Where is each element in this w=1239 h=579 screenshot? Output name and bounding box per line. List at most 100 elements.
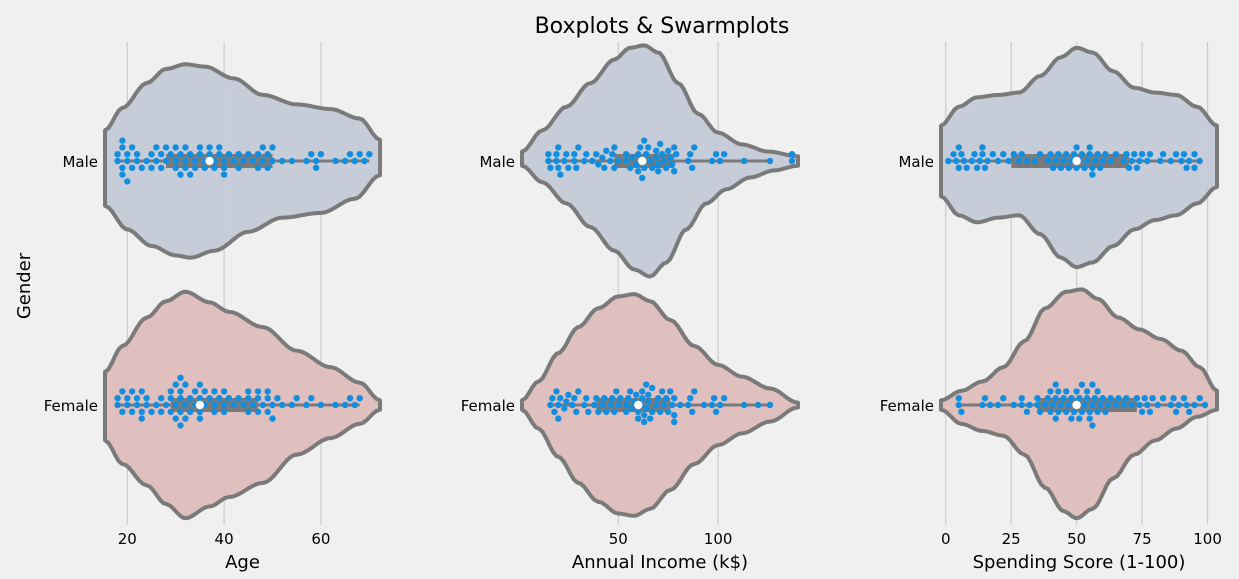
swarm-point-female-1-78: [346, 395, 354, 402]
swarm-point-female-2-10: [569, 401, 576, 409]
swarm-point-female-1-74: [308, 395, 315, 402]
box-female-2: [596, 398, 671, 412]
swarm-point-female-2-52: [657, 408, 664, 415]
swarm-point-female-3-64: [1141, 395, 1148, 402]
swarm-point-male-2-63: [712, 151, 720, 158]
swarm-point-male-2-59: [687, 151, 694, 158]
swarm-point-female-3-68: [1154, 401, 1162, 409]
swarm-point-male-2-1: [545, 151, 552, 158]
swarm-point-male-2-3: [553, 157, 560, 165]
x-axis-label-2: Annual Income (k$): [572, 552, 748, 573]
swarm-point-male-2-46: [655, 161, 662, 168]
x-tick-label-1-0: 20: [118, 530, 137, 548]
swarm-point-male-2-16: [583, 151, 590, 158]
swarm-point-male-3-40: [1078, 151, 1086, 158]
swarm-point-female-2-12: [573, 408, 580, 415]
swarm-point-male-3-44: [1086, 144, 1093, 151]
swarm-point-male-1-67: [308, 151, 315, 158]
swarm-point-female-2-9: [565, 391, 572, 398]
swarm-point-female-2-2: [551, 408, 558, 415]
swarm-point-male-3-34: [1065, 164, 1073, 171]
swarm-point-female-3-28: [1063, 408, 1070, 415]
y-tick-label-female-2: Female: [461, 397, 515, 415]
x-tick-label-3-2: 50: [1067, 530, 1086, 548]
swarm-point-female-1-32: [182, 415, 189, 422]
swarm-point-male-3-5: [958, 151, 965, 158]
swarm-point-female-3-7: [1000, 395, 1007, 402]
swarm-point-male-1-18: [153, 144, 160, 151]
swarm-point-female-1-29: [177, 422, 184, 429]
swarm-point-male-1-48: [220, 171, 228, 178]
swarm-point-female-2-6: [557, 395, 564, 402]
swarm-point-male-1-43: [211, 164, 218, 171]
swarm-point-female-1-21: [167, 408, 174, 415]
swarm-point-female-2-28: [617, 395, 624, 402]
swarm-point-female-3-41: [1083, 395, 1091, 402]
swarm-point-female-1-60: [254, 395, 262, 402]
swarm-point-female-2-42: [641, 418, 648, 426]
swarm-point-female-2-11: [571, 395, 578, 402]
swarm-point-male-3-68: [1178, 157, 1185, 165]
swarm-point-female-3-13: [1034, 401, 1041, 409]
swarm-point-male-1-71: [332, 157, 339, 165]
x-tick-label-2-1: 100: [704, 530, 733, 548]
swarm-point-female-3-35: [1073, 388, 1080, 395]
swarm-point-female-1-17: [158, 395, 165, 402]
swarm-point-male-2-56: [671, 144, 678, 151]
swarm-point-female-1-41: [196, 381, 204, 388]
swarm-point-male-2-24: [609, 151, 616, 158]
y-tick-label-male-3: Male: [898, 153, 934, 171]
swarm-point-female-1-67: [269, 401, 276, 409]
swarm-point-male-1-29: [182, 157, 189, 165]
swarm-point-female-2-7: [561, 405, 568, 412]
swarm-point-male-3-26: [1044, 157, 1052, 165]
swarm-point-male-2-8: [561, 157, 568, 165]
swarm-point-female-2-64: [687, 395, 694, 402]
swarm-point-female-1-79: [351, 401, 358, 409]
swarm-point-female-3-56: [1112, 401, 1120, 409]
swarm-point-male-3-51: [1102, 151, 1109, 158]
swarm-point-male-2-17: [589, 157, 596, 165]
swarm-point-female-2-3: [553, 388, 560, 395]
swarm-point-female-2-8: [563, 398, 570, 405]
swarm-point-female-3-40: [1081, 401, 1088, 409]
swarm-point-female-3-63: [1138, 408, 1146, 415]
swarm-point-male-2-23: [607, 157, 614, 165]
swarm-point-male-3-50: [1099, 157, 1107, 165]
swarm-point-female-2-4: [555, 401, 562, 409]
swarm-point-female-3-8: [1010, 401, 1017, 409]
swarm-point-male-3-32: [1060, 157, 1067, 165]
swarm-point-female-1-40: [196, 415, 204, 422]
swarm-point-female-2-41: [641, 412, 648, 419]
swarm-point-male-2-33: [635, 151, 642, 158]
swarm-point-male-2-45: [653, 147, 660, 154]
swarm-point-male-3-66: [1167, 157, 1175, 165]
swarm-point-male-3-47: [1091, 157, 1099, 165]
swarm-point-female-1-72: [293, 395, 300, 402]
swarm-point-male-1-47: [220, 164, 228, 171]
swarm-point-male-3-43: [1086, 151, 1093, 158]
swarm-point-male-1-58: [259, 157, 266, 165]
swarm-point-male-1-68: [312, 157, 320, 165]
swarm-point-female-1-18: [158, 408, 165, 415]
swarm-point-male-3-71: [1186, 157, 1193, 165]
median-marker-male-1: [205, 156, 214, 166]
swarm-point-male-1-0: [114, 157, 121, 165]
swarm-point-female-3-15: [1036, 408, 1044, 415]
swarm-point-male-2-61: [691, 144, 698, 151]
swarm-point-female-3-54: [1104, 401, 1112, 409]
swarm-point-female-3-3: [979, 401, 986, 409]
swarm-point-male-3-42: [1083, 157, 1091, 165]
swarm-point-male-1-51: [235, 151, 242, 158]
swarm-point-female-3-18: [1047, 408, 1054, 415]
swarm-point-male-2-52: [665, 147, 672, 154]
swarm-point-male-2-49: [659, 151, 666, 158]
swarm-point-female-1-52: [225, 395, 233, 402]
swarm-point-male-3-54: [1120, 157, 1128, 165]
swarm-point-male-3-74: [1196, 157, 1203, 165]
swarm-point-male-1-30: [182, 164, 189, 171]
swarm-point-female-1-37: [191, 388, 199, 395]
swarm-point-female-1-43: [201, 388, 208, 395]
swarm-point-female-3-72: [1172, 408, 1180, 415]
swarm-point-male-2-65: [720, 151, 728, 158]
